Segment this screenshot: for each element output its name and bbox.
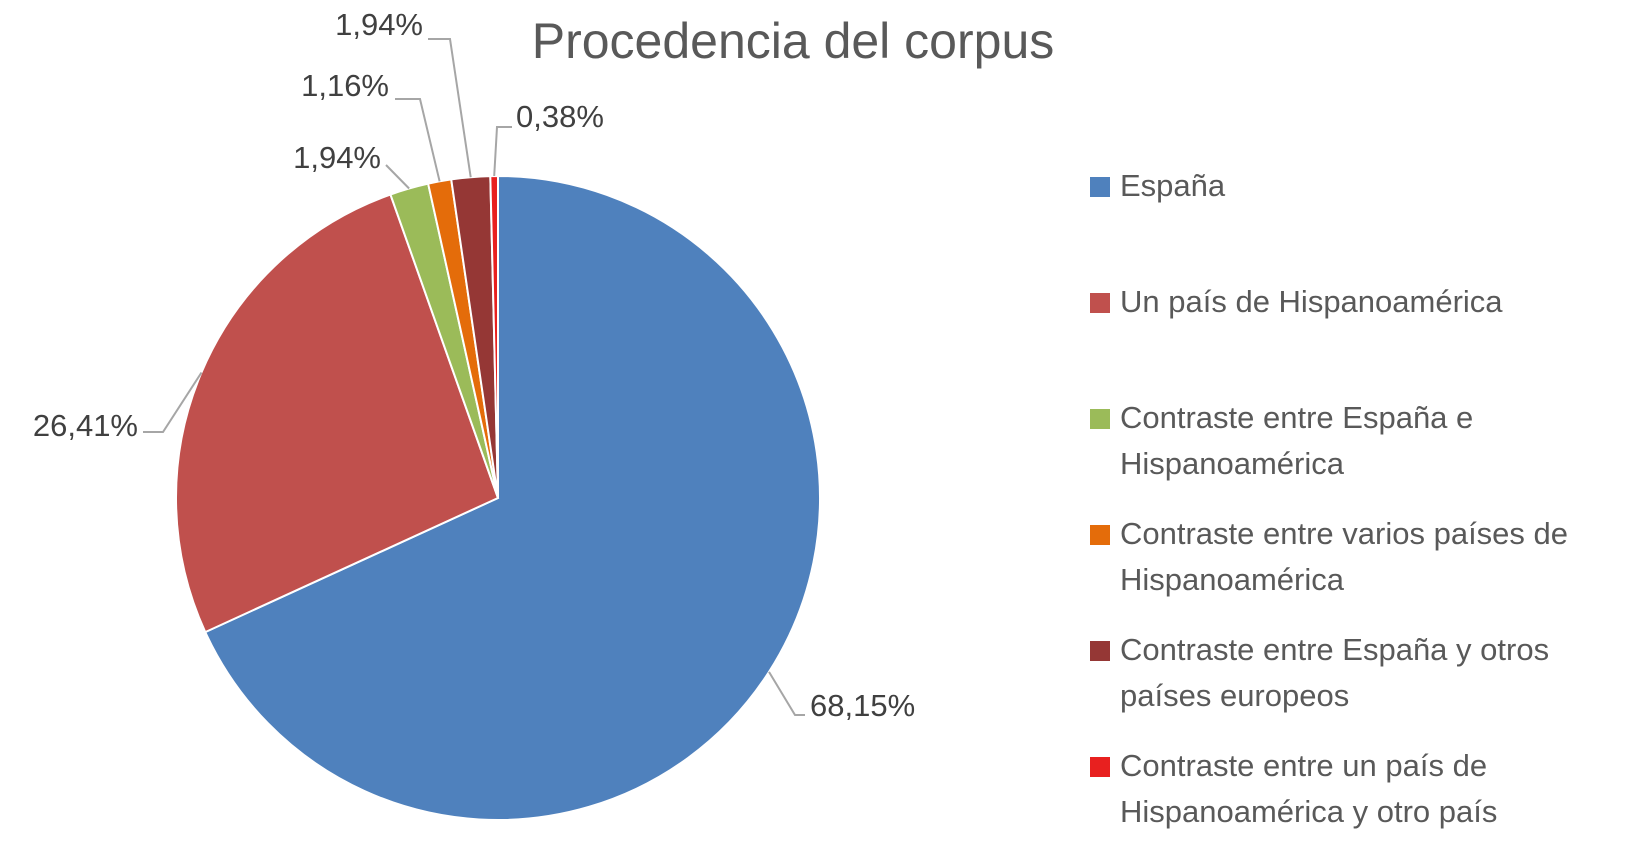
legend-swatch bbox=[1090, 177, 1110, 197]
legend-swatch bbox=[1090, 409, 1110, 429]
leader-lines bbox=[143, 38, 805, 716]
pie-slice-espana bbox=[203, 174, 821, 821]
legend-swatch bbox=[1090, 641, 1110, 661]
legend-label: Un país de Hispanoamérica bbox=[1120, 284, 1503, 319]
data-label-contraste-entre-espana-y-otros-paises-europeos: 1,94% bbox=[335, 7, 423, 42]
legend-item-espana: España bbox=[1090, 168, 1226, 203]
data-label-espana: 68,15% bbox=[810, 688, 915, 723]
legend-label: Contraste entre varios países de bbox=[1120, 516, 1568, 551]
data-label-un-pais-de-hispanoamerica: 26,41% bbox=[33, 408, 138, 443]
legend-label: Contraste entre España y otros bbox=[1120, 632, 1549, 667]
legend-label: Contraste entre un país de bbox=[1120, 748, 1487, 783]
legend-label: Contraste entre España e bbox=[1120, 400, 1473, 435]
legend-item-contraste-entre-un-pais-de-hispanoamerica-y-otro-pais: Contraste entre un país de Hispanoamérica… bbox=[1090, 748, 1497, 829]
pie-slice-contraste-entre-un-pais-de-hispanoamerica-y-otro-pais bbox=[489, 174, 499, 499]
data-label-contraste-entre-un-pais-de-hispanoamerica-y-otro-pais: 0,38% bbox=[516, 99, 604, 134]
data-labels: 68,15% 26,41% 1,94% 1,16% 1,94% 0,38% bbox=[33, 7, 915, 723]
legend-swatch bbox=[1090, 757, 1110, 777]
leader-line-espana bbox=[768, 671, 805, 716]
pie-slices bbox=[175, 174, 821, 821]
legend-item-contraste-entre-espana-y-otros-paises-europeos: Contraste entre España y otros países eur… bbox=[1090, 632, 1549, 713]
leader-line-un-pais-de-hispanoamerica bbox=[143, 371, 203, 433]
legend-item-un-pais-de-hispanoamerica: Un país de Hispanoamérica bbox=[1090, 284, 1503, 319]
legend-label: Hispanoamérica bbox=[1120, 562, 1345, 597]
legend-label: países europeos bbox=[1120, 678, 1349, 713]
legend: España Un país de Hispanoamérica Contraste… bbox=[1090, 168, 1568, 829]
legend-label: Hispanoamérica y otro país bbox=[1120, 794, 1497, 829]
chart-title: Procedencia del corpus bbox=[532, 13, 1055, 69]
legend-item-contraste-entre-varios-paises-de-hispanoamerica: Contraste entre varios países de Hispanoa… bbox=[1090, 516, 1568, 597]
data-label-contraste-entre-varios-paises-de-hispanoamerica: 1,16% bbox=[301, 68, 389, 103]
legend-item-contraste-entre-espana-e-hispanoamerica: Contraste entre España e Hispanoamérica bbox=[1090, 400, 1473, 481]
leader-line-contraste-entre-espana-e-hispanoamerica bbox=[385, 164, 410, 190]
legend-swatch bbox=[1090, 525, 1110, 545]
legend-label: España bbox=[1120, 168, 1226, 203]
leader-line-contraste-entre-espana-y-otros-paises-europeos bbox=[428, 38, 472, 178]
leader-line-contraste-entre-un-pais-de-hispanoamerica-y-otro-pais bbox=[493, 126, 512, 177]
legend-label: Hispanoamérica bbox=[1120, 446, 1345, 481]
data-label-contraste-entre-espana-e-hispanoamerica: 1,94% bbox=[293, 140, 381, 175]
leader-line-contraste-entre-varios-paises-de-hispanoamerica bbox=[395, 98, 441, 182]
legend-swatch bbox=[1090, 293, 1110, 313]
